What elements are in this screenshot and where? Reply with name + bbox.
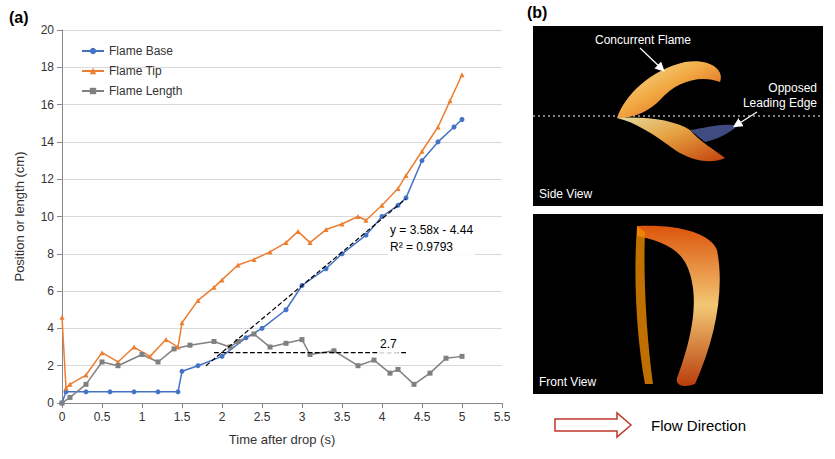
svg-text:5: 5 xyxy=(459,410,466,424)
svg-text:18: 18 xyxy=(41,60,55,74)
svg-text:Flame Length: Flame Length xyxy=(109,84,182,98)
svg-text:4: 4 xyxy=(379,410,386,424)
svg-text:2: 2 xyxy=(219,410,226,424)
svg-text:OpposedLeading Edge: OpposedLeading Edge xyxy=(743,81,817,110)
svg-text:5.5: 5.5 xyxy=(494,410,511,424)
svg-text:R² = 0.9793: R² = 0.9793 xyxy=(390,240,453,254)
svg-text:2: 2 xyxy=(47,359,54,373)
svg-text:10: 10 xyxy=(41,210,55,224)
svg-text:8: 8 xyxy=(47,247,54,261)
svg-text:y = 3.58x - 4.44: y = 3.58x - 4.44 xyxy=(390,223,473,237)
svg-text:2.5: 2.5 xyxy=(254,410,271,424)
svg-text:Concurrent Flame: Concurrent Flame xyxy=(595,33,691,47)
svg-text:Front View: Front View xyxy=(539,375,596,389)
svg-text:14: 14 xyxy=(41,135,55,149)
svg-text:4: 4 xyxy=(47,321,54,335)
svg-text:Flame Tip: Flame Tip xyxy=(109,64,162,78)
svg-text:4.5: 4.5 xyxy=(414,410,431,424)
svg-text:6: 6 xyxy=(47,284,54,298)
svg-text:3.5: 3.5 xyxy=(334,410,351,424)
svg-text:16: 16 xyxy=(41,98,55,112)
svg-text:Position or length (cm): Position or length (cm) xyxy=(12,151,27,281)
svg-text:Flow Direction: Flow Direction xyxy=(651,417,746,434)
svg-text:0: 0 xyxy=(47,396,54,410)
svg-text:(a): (a) xyxy=(9,9,29,26)
svg-text:0.5: 0.5 xyxy=(94,410,111,424)
svg-text:Flame Base: Flame Base xyxy=(109,44,173,58)
svg-text:(b): (b) xyxy=(527,4,547,21)
svg-text:Side View: Side View xyxy=(539,187,592,201)
svg-text:1.5: 1.5 xyxy=(174,410,191,424)
svg-text:20: 20 xyxy=(41,23,55,37)
svg-text:3: 3 xyxy=(299,410,306,424)
svg-text:0: 0 xyxy=(59,410,66,424)
svg-text:12: 12 xyxy=(41,172,55,186)
svg-text:2.7: 2.7 xyxy=(380,337,397,351)
svg-text:1: 1 xyxy=(139,410,146,424)
svg-text:Time after drop (s): Time after drop (s) xyxy=(229,432,335,447)
